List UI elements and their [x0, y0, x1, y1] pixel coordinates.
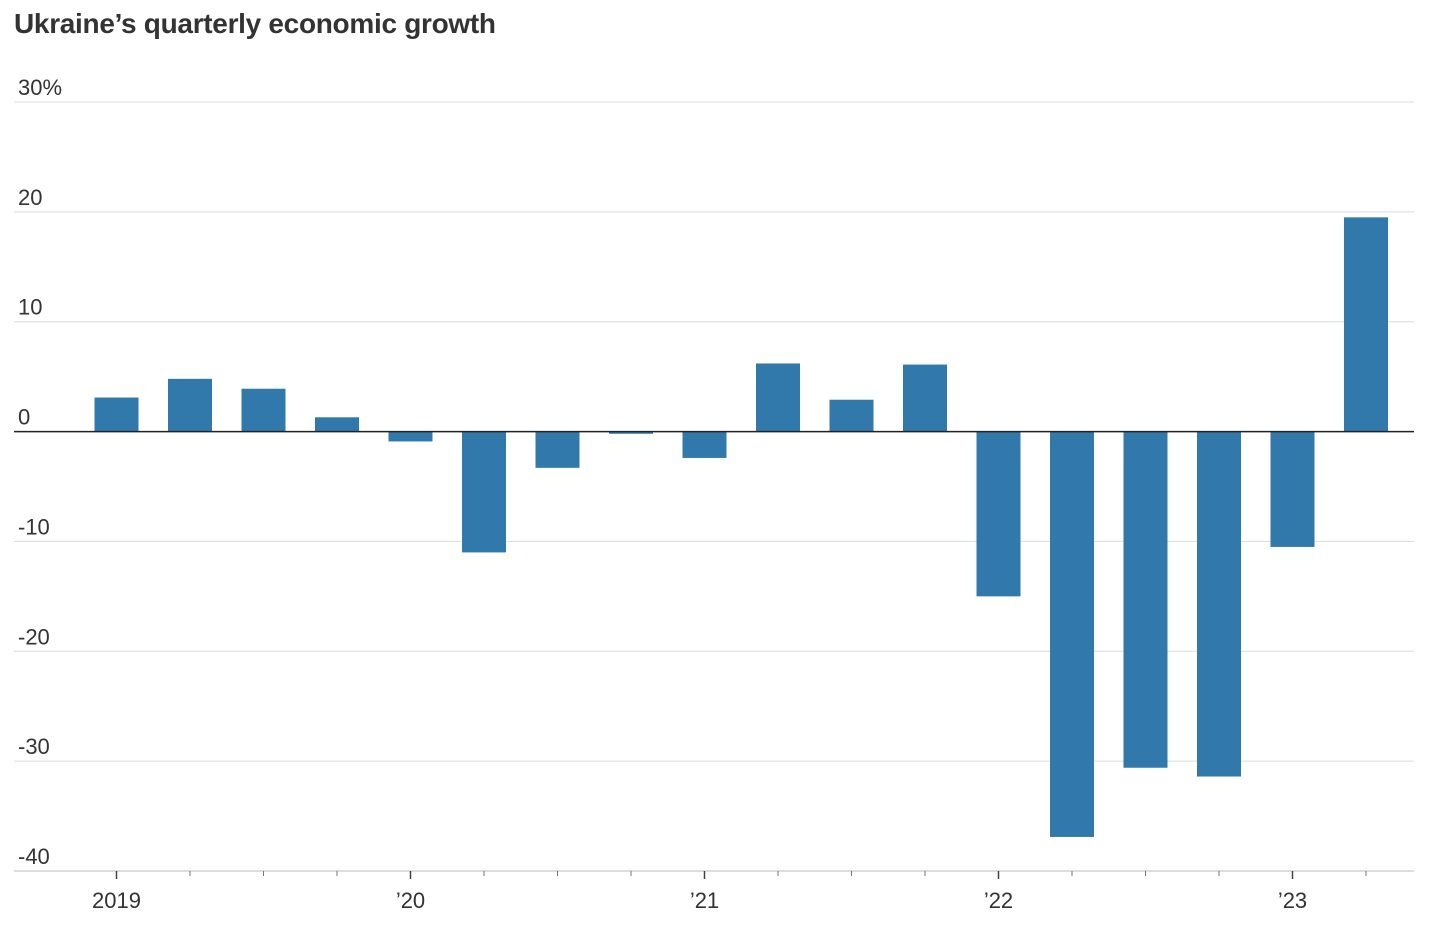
- gridlines: [14, 101, 1414, 762]
- y-tick-label: 0: [18, 405, 30, 430]
- x-tick-label: 2019: [92, 888, 141, 913]
- bar-2022-q2: [1050, 431, 1094, 837]
- x-tick-label: ’23: [1278, 888, 1307, 913]
- y-tick-label: -20: [18, 624, 50, 649]
- bar-2022-q1: [976, 431, 1021, 597]
- bar-2021-q2: [756, 363, 800, 432]
- bar-2019-q4: [315, 417, 359, 432]
- bar-2020-q1: [388, 431, 433, 442]
- y-tick-label: 10: [18, 295, 42, 320]
- bar-2020-q2: [462, 431, 506, 553]
- y-axis-tick-labels: -40 -30 -20 -10 0 10 20 30%: [18, 75, 62, 869]
- x-axis: 2019 ’20 ’21 ’22 ’23: [14, 870, 1414, 913]
- bar-2020-q3: [535, 431, 580, 468]
- bar-2019-q3: [241, 388, 286, 432]
- chart-title: Ukraine’s quarterly economic growth: [14, 8, 496, 39]
- bars: [94, 217, 1388, 837]
- y-tick-label: -40: [18, 844, 50, 869]
- bar-2019-q2: [168, 378, 212, 432]
- x-tick-label: ’20: [396, 888, 425, 913]
- bar-2021-q1: [682, 431, 727, 458]
- y-tick-label: -10: [18, 514, 50, 539]
- bar-2021-q4: [903, 364, 947, 432]
- y-tick-label: 20: [18, 185, 42, 210]
- y-tick-label: 30%: [18, 75, 62, 100]
- bar-2019-q1: [94, 397, 139, 432]
- y-tick-label: -30: [18, 734, 50, 759]
- bar-2022-q3: [1123, 431, 1168, 768]
- x-tick-label: ’22: [984, 888, 1013, 913]
- bar-2022-q4: [1197, 431, 1241, 777]
- bar-2021-q3: [829, 399, 874, 432]
- x-tick-label: ’21: [690, 888, 719, 913]
- bar-2020-q4: [609, 431, 653, 434]
- bar-2023-q1: [1270, 431, 1315, 547]
- bar-2023-q2: [1344, 217, 1388, 432]
